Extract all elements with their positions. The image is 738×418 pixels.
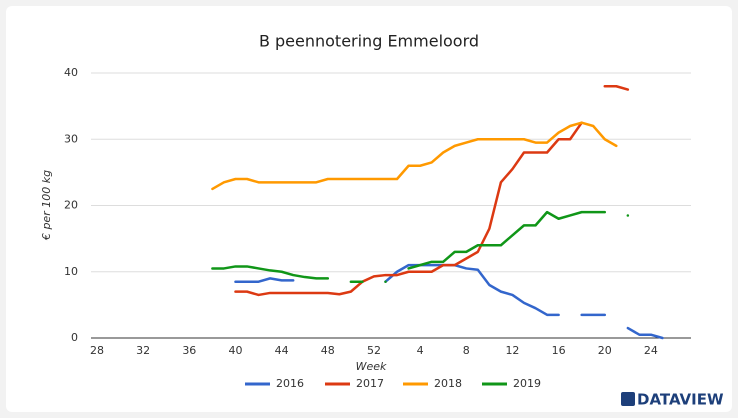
line	[234, 85, 630, 297]
x-tick-label: 8	[463, 344, 470, 357]
x-tick-label: 48	[321, 344, 335, 357]
y-tick-label: 20	[64, 199, 78, 212]
x-tick-label: 16	[552, 344, 566, 357]
legend-label: 2019	[513, 377, 541, 390]
x-tick-label: 20	[598, 344, 612, 357]
y-tick-label: 0	[71, 331, 78, 344]
x-tick-label: 32	[136, 344, 150, 357]
line	[211, 121, 618, 191]
x-tick-label: 40	[228, 344, 242, 357]
chart-title: B peennotering Emmeloord	[259, 32, 479, 51]
x-axis-label: Week	[356, 360, 387, 373]
y-tick-label: 40	[64, 66, 78, 79]
y-tick-label: 10	[64, 265, 78, 278]
legend-label: 2018	[434, 377, 462, 390]
y-tick-label: 30	[64, 132, 78, 145]
x-tick-label: 52	[367, 344, 381, 357]
x-tick-label: 28	[90, 344, 104, 357]
line	[234, 263, 664, 340]
logo-icon	[621, 392, 635, 406]
legend-label: 2017	[356, 377, 384, 390]
legend-label: 2016	[276, 377, 304, 390]
card	[6, 6, 732, 412]
y-axis-label: € per 100 kg	[40, 170, 53, 241]
x-tick-label: 4	[417, 344, 424, 357]
brand: DATAVIEW	[637, 391, 724, 409]
x-tick-label: 36	[182, 344, 196, 357]
line	[211, 210, 630, 283]
x-tick-label: 12	[505, 344, 519, 357]
x-tick-label: 24	[644, 344, 658, 357]
x-tick-label: 44	[275, 344, 289, 357]
